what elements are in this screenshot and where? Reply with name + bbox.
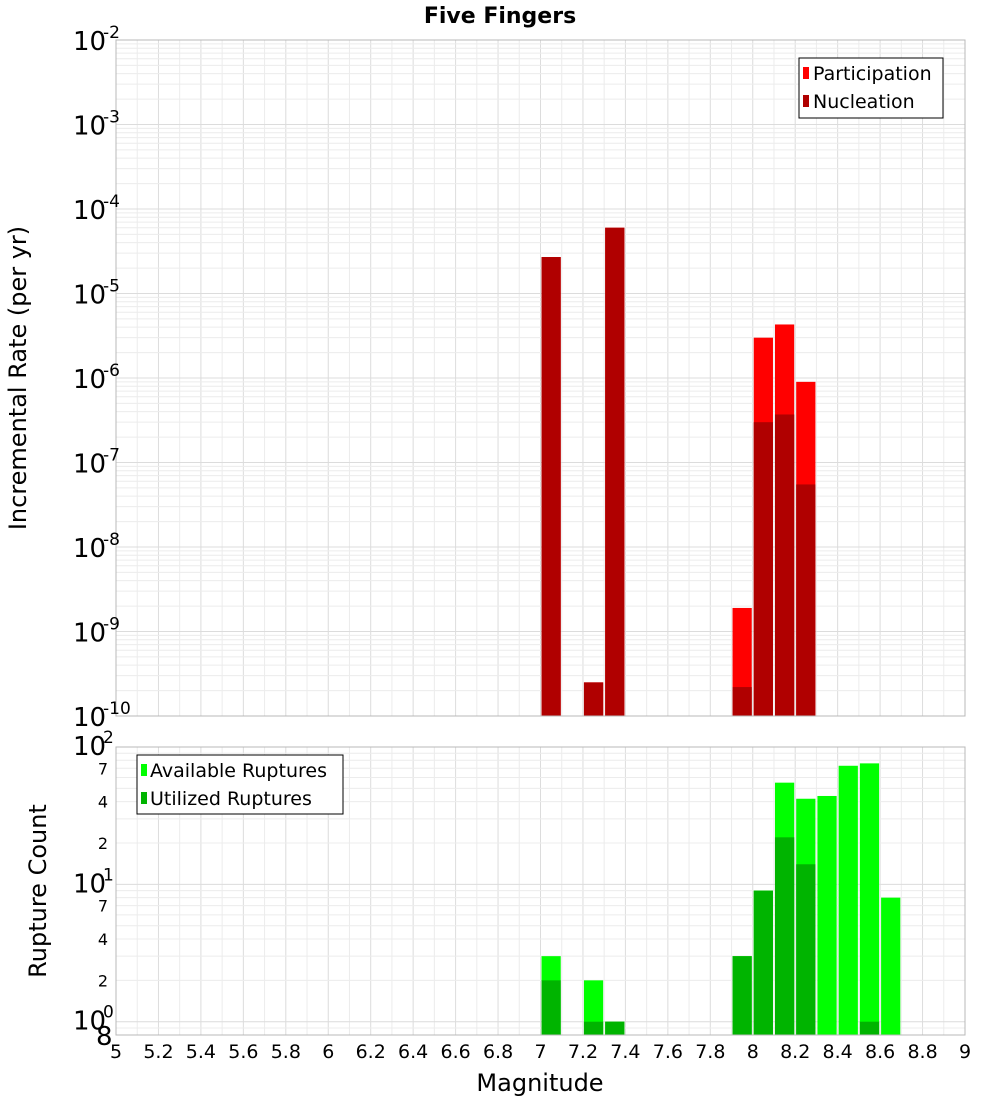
y-tick-label: 10 [73, 281, 106, 311]
y-tick-exponent: 2 [103, 728, 114, 748]
bottom-bar-utilized-ruptures [541, 980, 561, 1035]
y-minor-tick-label: 7 [98, 759, 108, 778]
bottom-bar-available-ruptures [859, 763, 880, 1035]
x-tick-label: 7.4 [610, 1041, 640, 1063]
y-minor-tick-label: 4 [98, 930, 108, 949]
x-tick-label: 6.4 [398, 1041, 428, 1063]
y-tick-exponent: -3 [103, 108, 120, 128]
y-tick-label: 10 [73, 869, 106, 899]
y-minor-tick-label: 8 [96, 1022, 113, 1052]
top-plot-frame [115, 39, 966, 717]
x-tick-label: 8.4 [823, 1041, 853, 1063]
y-tick-exponent: 0 [103, 1003, 114, 1023]
y-minor-tick-label: 2 [98, 971, 108, 990]
bottom-bar-available-ruptures [838, 765, 858, 1035]
y-tick-exponent: -8 [103, 530, 120, 550]
y-minor-tick-label: 2 [98, 834, 108, 853]
y-minor-tick-label: 4 [98, 793, 108, 812]
y-tick-label: 10 [73, 619, 106, 649]
x-tick-label: 6.8 [483, 1041, 513, 1063]
x-tick-label: 9 [959, 1041, 971, 1063]
legend-label-available-ruptures: Available Ruptures [150, 760, 327, 782]
legend-label-nucleation: Nucleation [813, 91, 915, 113]
y-tick-exponent: -2 [103, 23, 120, 43]
top-y-axis-label: Incremental Rate (per yr) [4, 226, 32, 530]
y-tick-label: 10 [73, 112, 106, 142]
top-legend-box [798, 57, 944, 119]
chart-title: Five Fingers [424, 4, 576, 29]
y-tick-exponent: 1 [103, 865, 114, 885]
legend-label-participation: Participation [813, 63, 932, 85]
x-tick-label: 7 [534, 1041, 546, 1063]
bottom-bar-utilized-ruptures [583, 1021, 604, 1035]
bottom-plot-frame [115, 746, 966, 1036]
top-gridlines [115, 40, 966, 717]
bottom-bars [541, 763, 901, 1035]
y-tick-label: 10 [73, 196, 106, 226]
bottom-bar-utilized-ruptures [605, 1021, 625, 1035]
top-bar-nucleation [583, 682, 604, 716]
top-bar-nucleation [753, 422, 773, 716]
y-tick-label: 10 [73, 732, 106, 762]
bottom-bar-available-ruptures [817, 795, 837, 1035]
y-tick-label: 10 [73, 534, 106, 564]
bottom-bar-utilized-ruptures [732, 956, 752, 1035]
x-tick-label: 6.6 [440, 1041, 470, 1063]
y-tick-exponent: -7 [103, 446, 120, 466]
y-tick-label: 10 [73, 27, 106, 57]
x-tick-label: 7.6 [653, 1041, 683, 1063]
legend-swatch-available-ruptures [141, 764, 147, 776]
y-tick-exponent: -9 [103, 615, 120, 635]
legend-swatch-utilized-ruptures [141, 792, 147, 804]
legend-swatch-participation [803, 67, 809, 79]
y-tick-label: 10 [73, 365, 106, 395]
bottom-bar-utilized-ruptures [796, 864, 816, 1035]
x-tick-label: 7.8 [695, 1041, 725, 1063]
bottom-bar-available-ruptures [583, 980, 604, 1035]
y-tick-label: 10 [73, 1007, 106, 1037]
bottom-bar-utilized-ruptures [774, 837, 795, 1035]
bottom-legend: Available Ruptures Utilized Ruptures [136, 754, 344, 815]
top-bars [541, 227, 816, 716]
x-axis-label: Magnitude [476, 1069, 603, 1097]
x-tick-label: 8 [747, 1041, 759, 1063]
bottom-legend-box [136, 754, 344, 815]
top-bar-nucleation [732, 687, 752, 716]
bottom-bar-available-ruptures [881, 897, 901, 1035]
top-legend: Participation Nucleation [798, 57, 944, 119]
x-tick-label: 8.2 [780, 1041, 810, 1063]
x-tick-label: 6 [322, 1041, 334, 1063]
x-tick-label: 8.8 [907, 1041, 937, 1063]
x-tick-label: 6.2 [356, 1041, 386, 1063]
bottom-bar-utilized-ruptures [753, 890, 773, 1035]
y-tick-exponent: -10 [103, 699, 131, 719]
top-bar-nucleation [541, 257, 561, 716]
x-tick-label: 7.2 [568, 1041, 598, 1063]
top-bar-nucleation [605, 227, 625, 716]
x-tick-label: 8.6 [865, 1041, 895, 1063]
x-tick-label: 5.4 [186, 1041, 216, 1063]
y-tick-exponent: -5 [103, 277, 120, 297]
legend-label-utilized-ruptures: Utilized Ruptures [150, 788, 312, 810]
legend-swatch-nucleation [803, 95, 809, 107]
y-minor-tick-label: 7 [98, 897, 108, 916]
x-tick-label: 5.2 [143, 1041, 173, 1063]
bottom-y-axis-label: Rupture Count [24, 804, 52, 978]
x-tick-label: 5.8 [271, 1041, 301, 1063]
top-bar-nucleation [796, 484, 816, 716]
y-tick-label: 10 [73, 703, 106, 733]
top-bar-nucleation [774, 414, 795, 716]
bottom-bar-utilized-ruptures [859, 1021, 880, 1035]
y-tick-label: 10 [73, 450, 106, 480]
x-tick-labels: 5 5.2 5.4 5.6 5.8 6 6.2 6.4 6.6 6.8 7 7.2 7.4 7.6 7.8 8… [110, 1041, 971, 1063]
x-tick-label: 5 [110, 1041, 122, 1063]
y-tick-exponent: -6 [103, 361, 120, 381]
y-tick-exponent: -4 [103, 192, 120, 212]
x-tick-label: 5.6 [228, 1041, 258, 1063]
